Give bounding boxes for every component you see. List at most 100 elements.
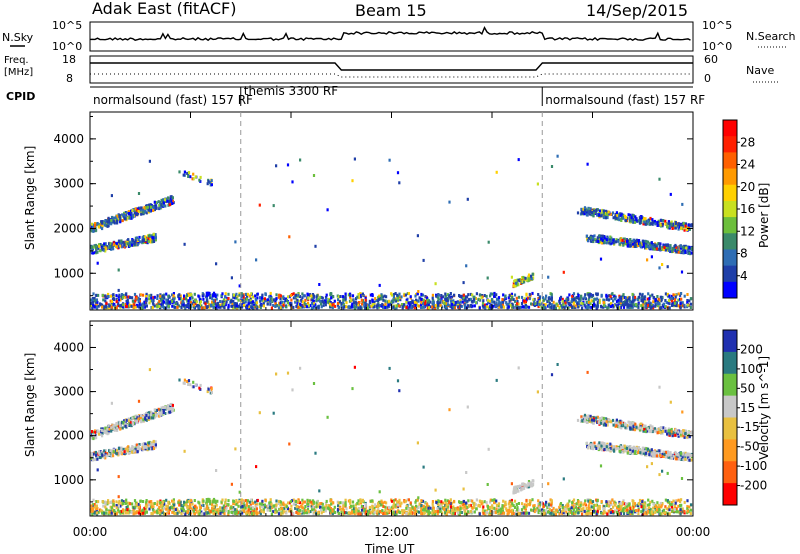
velocity-echo: [99, 509, 103, 513]
power-echo: [371, 293, 374, 296]
power-echo: [500, 301, 503, 305]
velocity-echo: [405, 512, 408, 515]
velocity-echo: [139, 499, 142, 503]
power-echo: [577, 297, 580, 300]
power-echo: [416, 292, 419, 296]
power-echo: [629, 219, 632, 223]
power-echo: [240, 292, 243, 296]
power-echo: [622, 243, 625, 247]
power-echo: [639, 242, 642, 246]
power-echo: [353, 301, 356, 305]
power-echo: [355, 302, 358, 306]
power-echo: [643, 217, 646, 221]
velocity-echo: [657, 503, 660, 507]
power-echo: [588, 237, 591, 240]
power-echo: [416, 234, 419, 238]
power-echo: [658, 301, 661, 305]
power-echo: [370, 304, 373, 308]
power-echo: [514, 281, 518, 285]
power-echo: [576, 211, 580, 215]
power-echo: [337, 295, 340, 299]
power-echo: [503, 298, 506, 302]
velocity-echo: [102, 504, 105, 508]
velocity-echo: [613, 501, 616, 505]
power-echo: [520, 295, 524, 299]
velocity-echo: [377, 511, 380, 515]
velocity-echo: [138, 506, 141, 509]
power-echo: [152, 209, 155, 212]
velocity-echo: [288, 501, 291, 505]
power-echo: [264, 292, 267, 296]
power-echo: [414, 294, 417, 298]
power-echo: [117, 218, 120, 222]
power-echo: [414, 303, 417, 307]
velocity-echo: [502, 511, 505, 515]
power-echo: [656, 304, 659, 308]
velocity-echo: [429, 506, 432, 510]
power-echo: [359, 292, 362, 295]
power-echo: [105, 301, 108, 305]
power-echo: [590, 299, 593, 303]
power-echo: [215, 297, 218, 301]
power-echo: [160, 198, 163, 202]
power-echo: [141, 302, 144, 306]
power-echo: [648, 220, 651, 224]
power-echo: [504, 294, 507, 298]
power-echo: [146, 241, 149, 245]
power-echo: [306, 292, 309, 296]
power-echo: [405, 306, 408, 309]
power-echo: [126, 302, 129, 306]
power-echo: [220, 294, 223, 298]
power-echo: [112, 247, 115, 251]
velocity-echo: [434, 512, 437, 516]
power-echo: [619, 306, 622, 309]
velocity-echo: [224, 501, 227, 505]
velocity-echo: [547, 510, 550, 514]
power-echo: [593, 297, 596, 301]
power-echo: [400, 295, 403, 299]
velocity-echo: [527, 502, 530, 506]
power-echo: [487, 300, 490, 304]
power-echo: [689, 306, 692, 309]
velocity-echo: [382, 512, 385, 515]
power-echo: [305, 305, 308, 309]
power-echo: [675, 250, 678, 254]
velocity-echo: [260, 502, 263, 506]
velocity-echo: [290, 504, 293, 508]
power-echo: [680, 270, 684, 274]
power-echo: [95, 294, 98, 297]
velocity-echo: [172, 500, 175, 504]
power-echo: [342, 303, 345, 307]
power-echo: [275, 304, 278, 308]
power-echo: [439, 298, 442, 302]
velocity-echo: [484, 512, 487, 516]
velocity-echo: [142, 508, 145, 512]
power-echo: [221, 300, 224, 304]
velocity-echo: [576, 507, 579, 511]
power-echo: [640, 299, 643, 303]
power-echo: [604, 216, 607, 220]
velocity-echo: [394, 498, 397, 502]
power-echo: [582, 207, 585, 211]
velocity-echo: [319, 502, 322, 505]
velocity-echo: [652, 506, 655, 510]
velocity-echo: [674, 504, 677, 508]
velocity-echo: [677, 498, 680, 502]
power-echo: [686, 303, 689, 307]
power-echo: [620, 219, 623, 222]
power-echo: [498, 300, 501, 304]
power-echo: [193, 298, 197, 302]
power-echo: [142, 238, 145, 242]
power-echo: [550, 303, 553, 307]
velocity-echo: [284, 505, 287, 508]
power-echo: [242, 295, 245, 299]
velocity-echo: [193, 511, 196, 515]
power-echo: [688, 245, 691, 249]
velocity-echo: [110, 511, 113, 515]
velocity-echo: [145, 507, 148, 511]
power-echo: [585, 306, 588, 310]
power-echo: [501, 300, 504, 304]
power-echo: [512, 305, 515, 309]
velocity-echo: [163, 499, 166, 503]
power-echo: [638, 216, 641, 220]
